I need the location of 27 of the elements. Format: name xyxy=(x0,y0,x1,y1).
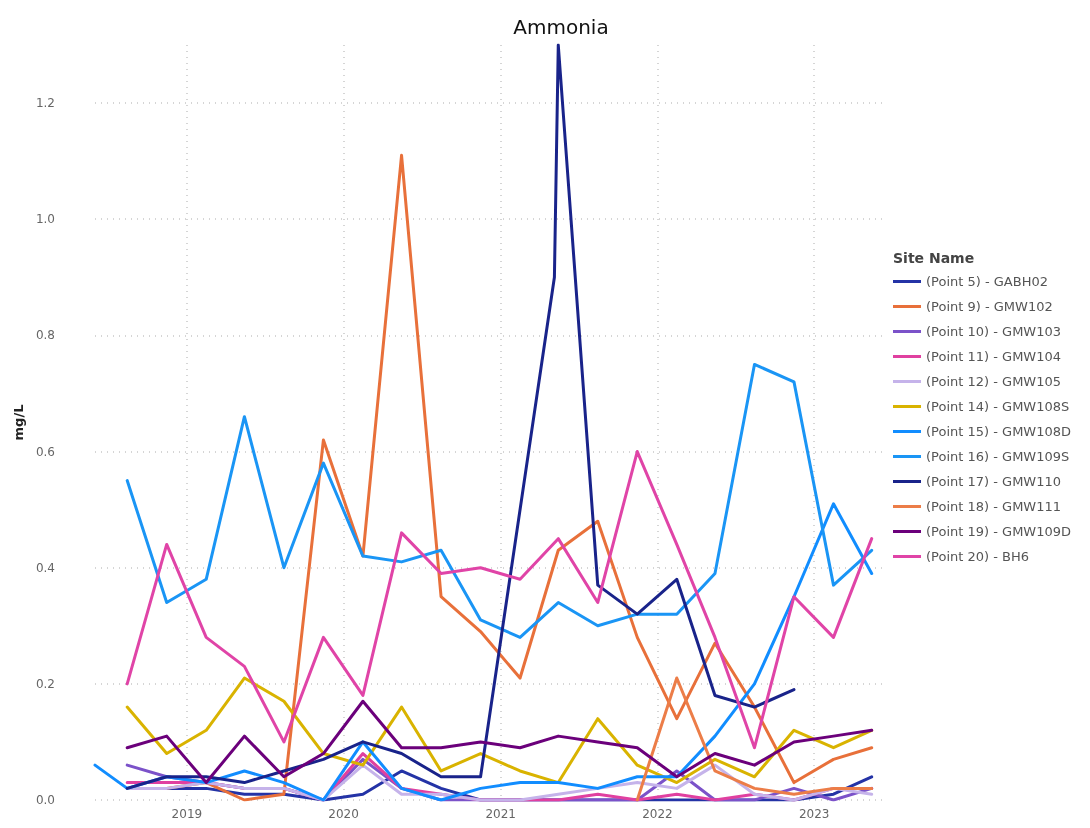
x-tick-label: 2023 xyxy=(798,807,830,821)
legend-label: (Point 12) - GMW105 xyxy=(926,374,1062,389)
legend-label: (Point 17) - GMW110 xyxy=(926,474,1062,489)
x-tick-label: 2022 xyxy=(642,807,673,821)
legend-title: Site Name xyxy=(893,250,975,266)
y-tick-label: 0.6 xyxy=(35,444,55,459)
y-tick-label: 1.0 xyxy=(35,212,55,227)
legend-label: (Point 15) - GMW108D xyxy=(926,424,1072,439)
legend-label: (Point 11) - GMW104 xyxy=(926,349,1062,364)
x-tick-label: 2021 xyxy=(485,807,517,821)
legend-label: (Point 10) - GMW103 xyxy=(926,324,1062,339)
y-tick-label: 0.0 xyxy=(35,793,55,807)
legend-label: (Point 14) - GMW108S xyxy=(926,399,1070,414)
y-tick-label: 1.2 xyxy=(35,96,55,111)
y-axis-title: mg/L xyxy=(11,404,27,441)
y-tick-label: 0.8 xyxy=(35,328,55,343)
legend-label: (Point 16) - GMW109S xyxy=(926,449,1070,464)
legend-label: (Point 20) - BH6 xyxy=(926,549,1030,564)
legend-label: (Point 9) - GMW102 xyxy=(926,299,1053,314)
x-tick-label: 2020 xyxy=(328,807,359,821)
y-tick-label: 0.2 xyxy=(35,676,55,691)
chart-title: Ammonia xyxy=(513,15,609,39)
legend-label: (Point 19) - GMW109D xyxy=(926,524,1072,539)
legend-label: (Point 18) - GMW111 xyxy=(926,499,1062,514)
legend-label: (Point 5) - GABH02 xyxy=(926,274,1048,289)
y-tick-label: 0.4 xyxy=(35,560,55,575)
x-tick-label: 2019 xyxy=(171,807,203,821)
